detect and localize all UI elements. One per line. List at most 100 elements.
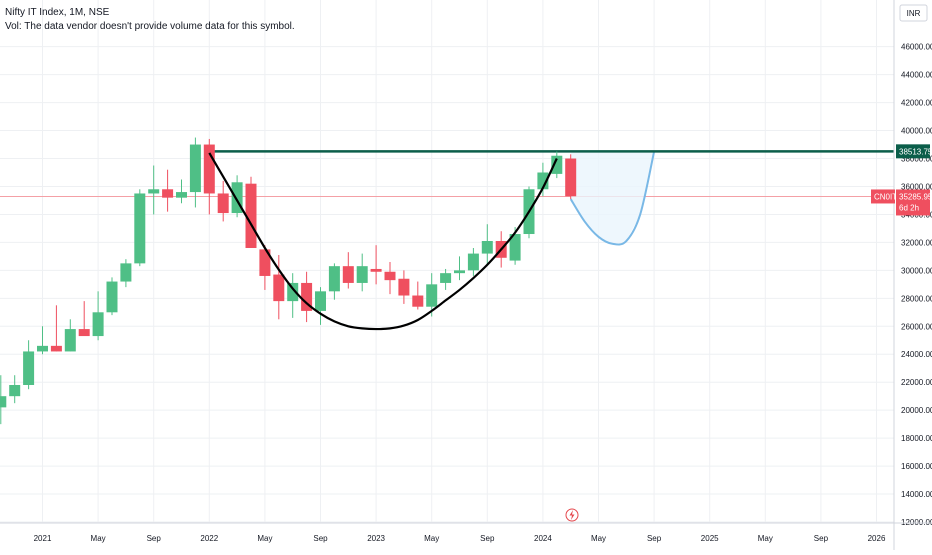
candle-up bbox=[551, 151, 563, 179]
y-tick-label: 26000.00 bbox=[901, 322, 932, 331]
candle-up bbox=[454, 256, 465, 281]
candle-body bbox=[217, 193, 229, 214]
candle-down bbox=[50, 305, 62, 352]
candle-body bbox=[273, 274, 285, 302]
candle-body bbox=[259, 249, 271, 276]
candle-body bbox=[92, 312, 104, 337]
candle-body bbox=[203, 144, 215, 194]
candle-body bbox=[9, 384, 21, 397]
candle-body bbox=[231, 182, 243, 214]
y-tick-label: 40000.00 bbox=[901, 127, 932, 136]
cup-curve-line bbox=[208, 152, 558, 331]
candle-up bbox=[231, 175, 243, 218]
candle-up bbox=[537, 162, 549, 197]
candle-body bbox=[551, 155, 563, 174]
candle-down bbox=[273, 254, 285, 320]
candle-body bbox=[565, 158, 577, 197]
candle-down bbox=[398, 270, 410, 304]
candle-up bbox=[120, 259, 132, 288]
candle-down bbox=[384, 261, 396, 295]
last-price-value: 35285.95 bbox=[899, 192, 932, 201]
projection-curve bbox=[569, 151, 656, 246]
candle-up bbox=[189, 137, 201, 208]
candle-down bbox=[259, 245, 271, 290]
x-tick-label: Sep bbox=[647, 534, 662, 543]
candle-body bbox=[106, 281, 118, 313]
candle-up bbox=[23, 340, 35, 390]
candle-up bbox=[440, 268, 452, 290]
symbol-tag-label: CN0IT bbox=[874, 192, 897, 201]
projection-fill bbox=[570, 151, 655, 244]
x-tick-label: May bbox=[591, 534, 606, 543]
x-tick-label: 2021 bbox=[34, 534, 52, 543]
y-tick-label: 24000.00 bbox=[901, 350, 932, 359]
y-tick-label: 30000.00 bbox=[901, 266, 932, 275]
candle-body bbox=[481, 241, 493, 254]
candle-body bbox=[454, 270, 465, 274]
y-tick-label: 32000.00 bbox=[901, 238, 932, 247]
candle-body bbox=[64, 329, 76, 352]
candle-down bbox=[162, 169, 174, 212]
candle-down bbox=[245, 176, 257, 248]
candle-up bbox=[328, 263, 340, 300]
level-price-tag bbox=[896, 144, 930, 159]
candle-body bbox=[287, 282, 299, 302]
x-tick-label: May bbox=[257, 534, 272, 543]
candle-body bbox=[50, 345, 62, 352]
countdown-label: 6d 2h bbox=[899, 203, 919, 212]
x-tick-label: May bbox=[758, 534, 773, 543]
candle-body bbox=[189, 144, 201, 193]
candle-down bbox=[301, 271, 313, 323]
grid bbox=[0, 0, 894, 523]
candle-up bbox=[356, 253, 368, 292]
candle-down bbox=[370, 245, 382, 285]
y-tick-label: 16000.00 bbox=[901, 462, 932, 471]
candle-up bbox=[9, 375, 21, 404]
cup-curve bbox=[208, 152, 558, 331]
lightning-icon-bolt bbox=[569, 510, 575, 520]
candle-up bbox=[64, 319, 76, 352]
currency-badge[interactable] bbox=[899, 4, 928, 22]
lightning-icon[interactable] bbox=[565, 508, 579, 522]
price-tags: 38513.75 CN0IT 35285.95 6d 2h bbox=[871, 144, 932, 216]
candle-body bbox=[426, 284, 438, 307]
candle-body bbox=[245, 183, 257, 248]
candle-up bbox=[315, 287, 326, 325]
y-tick-label: 42000.00 bbox=[901, 99, 932, 108]
candle-down bbox=[342, 252, 354, 289]
level-price-value: 38513.75 bbox=[899, 147, 932, 156]
x-tick-label: 2024 bbox=[534, 534, 552, 543]
y-tick-label: 20000.00 bbox=[901, 406, 932, 415]
x-tick-label: 2022 bbox=[200, 534, 218, 543]
candle-up bbox=[92, 291, 104, 341]
candle-down bbox=[565, 154, 577, 200]
x-tick-label: 2025 bbox=[701, 534, 719, 543]
candle-down bbox=[412, 281, 424, 310]
candle-down bbox=[203, 138, 215, 215]
candle-body bbox=[440, 273, 452, 283]
y-tick-label: 44000.00 bbox=[901, 71, 932, 80]
x-tick-label: 2023 bbox=[367, 534, 385, 543]
candle-body bbox=[412, 295, 424, 307]
x-tick-label: May bbox=[91, 534, 106, 543]
candle-body bbox=[37, 345, 48, 352]
x-tick-label: Sep bbox=[814, 534, 829, 543]
candle-body bbox=[509, 234, 521, 261]
y-tick-label: 14000.00 bbox=[901, 490, 932, 499]
candle-body bbox=[134, 193, 146, 264]
candle-body bbox=[356, 266, 368, 283]
candle-body bbox=[162, 189, 174, 198]
candle-up bbox=[481, 224, 493, 265]
x-tick-label: Sep bbox=[147, 534, 162, 543]
candle-up bbox=[134, 189, 146, 267]
x-tick-label: Sep bbox=[480, 534, 495, 543]
y-tick-label: 46000.00 bbox=[901, 43, 932, 52]
y-tick-label: 38000.00 bbox=[901, 155, 932, 164]
y-tick-label: 18000.00 bbox=[901, 434, 932, 443]
candle-up bbox=[287, 273, 299, 318]
candle-body bbox=[328, 266, 340, 292]
candle-up bbox=[37, 326, 48, 355]
